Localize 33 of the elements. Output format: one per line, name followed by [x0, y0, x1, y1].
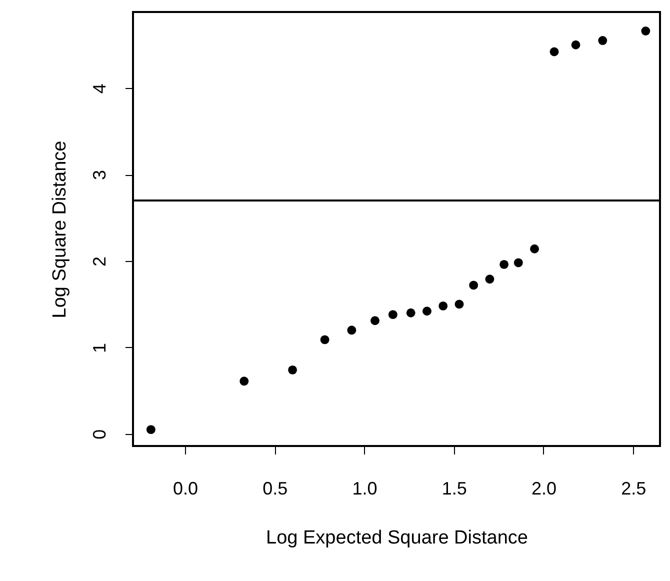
y-tick-label: 0 [90, 429, 110, 440]
point [598, 36, 608, 45]
y-tick-label: 1 [90, 342, 110, 353]
point [146, 425, 156, 434]
y-tick-label: 2 [90, 256, 110, 266]
x-axis-title: Log Expected Square Distance [266, 528, 528, 548]
x-tick-label: 1.0 [352, 478, 378, 498]
x-tick-label: 1.5 [442, 478, 467, 498]
point [370, 316, 380, 326]
point [388, 310, 398, 320]
y-tick-label: 3 [90, 170, 110, 180]
point [485, 274, 494, 284]
point [240, 376, 249, 386]
x-tick-label: 2.5 [621, 478, 646, 498]
point [514, 258, 523, 268]
point [550, 47, 559, 56]
x-tick-label: 2.0 [531, 478, 556, 498]
y-tick-label: 4 [90, 84, 110, 94]
y-axis-title: Log Square Distance [50, 140, 70, 318]
point [347, 326, 356, 335]
x-tick-label: 0.0 [172, 478, 198, 498]
point [571, 40, 580, 50]
point [641, 26, 650, 36]
point [422, 306, 432, 316]
point [500, 260, 509, 269]
point [454, 300, 464, 309]
point [406, 308, 416, 318]
point [438, 301, 448, 310]
point [530, 244, 539, 254]
point [288, 365, 298, 374]
x-tick-label: 0.5 [262, 478, 288, 498]
point [320, 335, 330, 344]
point [469, 280, 478, 290]
